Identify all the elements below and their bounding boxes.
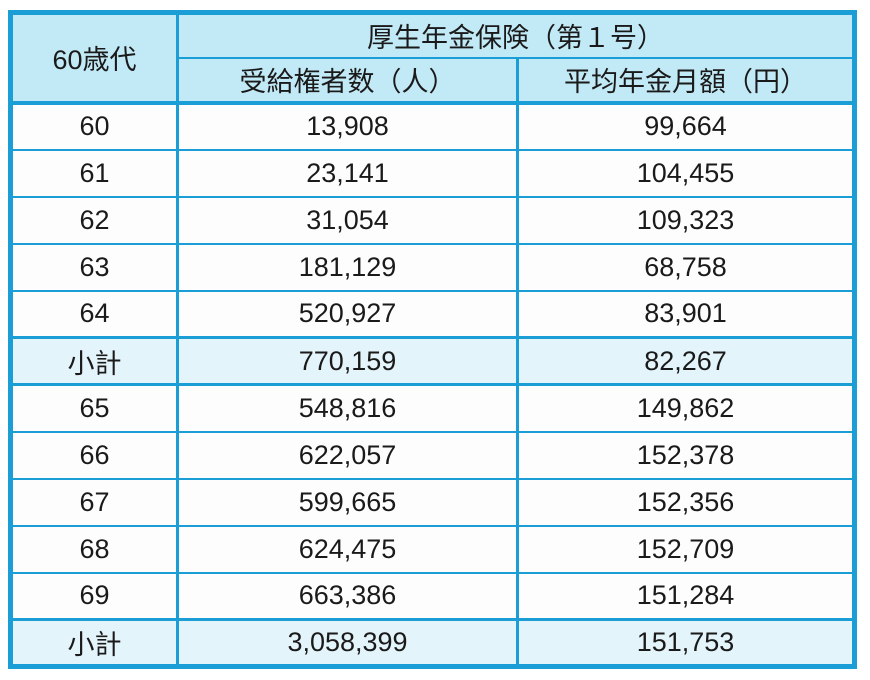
age-cell: 66 — [9, 430, 179, 480]
age-cell: 65 — [9, 383, 179, 433]
table-row: 62 31,054 109,323 — [9, 195, 856, 245]
table-header: 60歳代 厚生年金保険（第１号） 受給権者数（人） 平均年金月額（円） — [9, 11, 856, 105]
subtotal-row: 小計 3,058,399 151,753 — [9, 618, 856, 668]
pension-table: 60歳代 厚生年金保険（第１号） 受給権者数（人） 平均年金月額（円） 60 1… — [8, 10, 857, 669]
age-cell: 67 — [9, 477, 179, 527]
age-cell: 小計 — [9, 336, 179, 386]
age-cell: 60 — [9, 101, 179, 151]
avg-monthly-cell: 151,753 — [516, 618, 856, 668]
age-cell: 61 — [9, 148, 179, 198]
recipients-cell: 622,057 — [176, 430, 519, 480]
recipients-cell: 663,386 — [176, 571, 519, 621]
age-cell: 68 — [9, 524, 179, 574]
table-row: 68 624,475 152,709 — [9, 524, 856, 574]
column-header-recipients: 受給権者数（人） — [176, 56, 519, 105]
avg-monthly-cell: 99,664 — [516, 101, 856, 151]
avg-monthly-cell: 149,862 — [516, 383, 856, 433]
avg-monthly-cell: 104,455 — [516, 148, 856, 198]
recipients-cell: 181,129 — [176, 242, 519, 292]
recipients-cell: 548,816 — [176, 383, 519, 433]
table-row: 66 622,057 152,378 — [9, 430, 856, 480]
column-header-avg-monthly: 平均年金月額（円） — [516, 56, 856, 105]
table-row: 67 599,665 152,356 — [9, 477, 856, 527]
age-cell: 64 — [9, 289, 179, 339]
recipients-cell: 770,159 — [176, 336, 519, 386]
column-header-row: 受給権者数（人） 平均年金月額（円） — [11, 56, 856, 105]
table-row: 60 13,908 99,664 — [9, 101, 856, 151]
corner-header-age-group: 60歳代 — [9, 11, 179, 105]
recipients-cell: 520,927 — [176, 289, 519, 339]
age-cell: 62 — [9, 195, 179, 245]
age-cell: 63 — [9, 242, 179, 292]
avg-monthly-cell: 152,356 — [516, 477, 856, 527]
avg-monthly-cell: 151,284 — [516, 571, 856, 621]
table-row: 69 663,386 151,284 — [9, 571, 856, 621]
recipients-cell: 13,908 — [176, 101, 519, 151]
subtotal-row: 小計 770,159 82,267 — [9, 336, 856, 386]
table-row: 61 23,141 104,455 — [9, 148, 856, 198]
group-header-pension-type: 厚生年金保険（第１号） — [176, 11, 856, 59]
age-cell: 69 — [9, 571, 179, 621]
table-body: 60 13,908 99,664 61 23,141 104,455 62 31… — [9, 101, 856, 668]
recipients-cell: 31,054 — [176, 195, 519, 245]
table-row: 65 548,816 149,862 — [9, 383, 856, 433]
table-row: 63 181,129 68,758 — [9, 242, 856, 292]
age-cell: 小計 — [9, 618, 179, 668]
avg-monthly-cell: 83,901 — [516, 289, 856, 339]
recipients-cell: 23,141 — [176, 148, 519, 198]
avg-monthly-cell: 109,323 — [516, 195, 856, 245]
recipients-cell: 599,665 — [176, 477, 519, 527]
avg-monthly-cell: 82,267 — [516, 336, 856, 386]
avg-monthly-cell: 68,758 — [516, 242, 856, 292]
avg-monthly-cell: 152,709 — [516, 524, 856, 574]
avg-monthly-cell: 152,378 — [516, 430, 856, 480]
recipients-cell: 3,058,399 — [176, 618, 519, 668]
recipients-cell: 624,475 — [176, 524, 519, 574]
table-row: 64 520,927 83,901 — [9, 289, 856, 339]
group-header-row: 60歳代 厚生年金保険（第１号） — [9, 11, 856, 105]
